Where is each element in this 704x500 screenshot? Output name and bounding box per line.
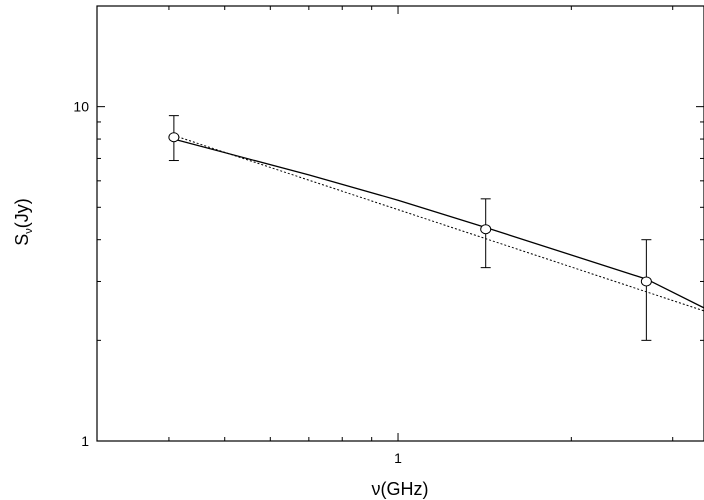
data-point xyxy=(480,224,492,235)
data-points xyxy=(168,115,652,341)
data-point xyxy=(640,276,652,287)
axis-ticks: 1 1 10 xyxy=(73,5,704,466)
fit-line-dotted xyxy=(173,135,704,312)
x-tick-label: 1 xyxy=(394,450,402,466)
plot-frame xyxy=(96,5,704,442)
y-tick-label: 1 xyxy=(81,433,89,449)
data-point xyxy=(168,132,180,143)
x-axis-title: ν(GHz) xyxy=(372,479,429,499)
fit-lines xyxy=(173,135,704,312)
y-tick-label: 10 xyxy=(73,99,89,115)
y-axis-title: Sν(Jy) xyxy=(12,198,35,246)
fit-line-solid xyxy=(173,138,704,309)
